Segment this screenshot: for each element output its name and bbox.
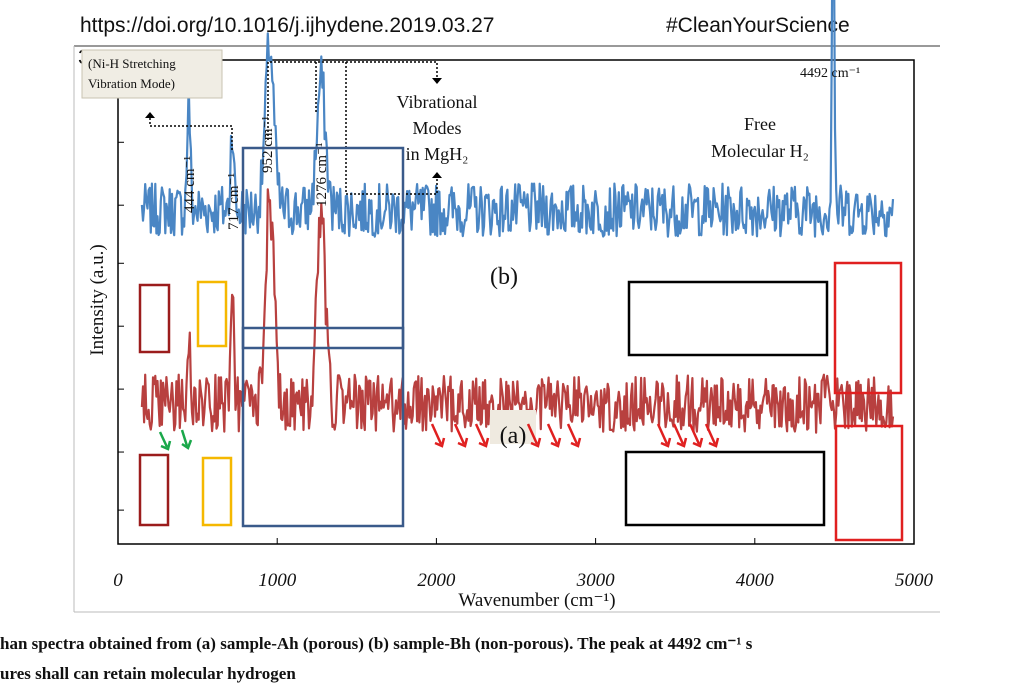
- green-arrow-1: [158, 431, 169, 448]
- dotted-connectors: [149, 61, 438, 195]
- red-arrow: [566, 423, 579, 445]
- x-ticks: 0 1000 2000 3000 4000 5000: [113, 141, 934, 591]
- box-blue-a: [241, 326, 405, 528]
- series-label-a: (a): [500, 423, 527, 449]
- nih-label-box: [81, 49, 223, 99]
- red-arrow: [704, 423, 717, 445]
- red-arrow: [672, 423, 685, 445]
- red-arrow-head: [570, 437, 582, 448]
- peak-label-4492: 4492 cm⁻¹: [800, 66, 860, 81]
- peak-label-444: 444 cm⁻¹: [182, 156, 198, 213]
- box-orange-b: [196, 280, 228, 348]
- green-arrow-1-head: [160, 440, 172, 451]
- vib-connector-top: [267, 61, 438, 140]
- peak-label-1276: 1276 cm⁻¹: [314, 143, 330, 208]
- doi-text: https://doi.org/10.1016/j.ijhydene.2019.…: [80, 14, 495, 37]
- arrowhead-vib-bottom: [432, 172, 442, 178]
- x-tick-label: 3000: [576, 570, 616, 591]
- hashtag-text: #CleanYourScience: [666, 14, 850, 37]
- peak-label-952: 952 cm⁻¹: [260, 116, 276, 173]
- box-black-b: [627, 280, 829, 357]
- vib-label-line3: in MgH₂: [406, 144, 469, 164]
- box-darkred-b: [138, 283, 171, 354]
- box-blue-b: [241, 146, 405, 350]
- x-tick-label: 2000: [417, 570, 456, 591]
- plot-frame: [117, 59, 915, 545]
- red-arrow: [430, 423, 443, 445]
- x-axis-label: Wavenumber (cm⁻¹): [458, 590, 615, 611]
- red-arrow: [526, 423, 539, 445]
- red-arrow: [656, 423, 669, 445]
- x-tick-label: 1000: [258, 570, 297, 591]
- box-black-a: [624, 450, 826, 527]
- green-arrows: [158, 429, 193, 451]
- red-arrow-head: [434, 437, 446, 448]
- nih-label-line1: (Ni-H Stretching: [88, 56, 176, 71]
- box-orange-a: [201, 456, 233, 527]
- red-arrow-head: [530, 437, 542, 448]
- series-layer: [140, 0, 895, 434]
- box-red-a: [834, 424, 904, 542]
- nih-label-line2: Vibration Mode): [88, 76, 175, 91]
- nih-connector: [149, 118, 233, 150]
- red-arrow-head: [457, 437, 469, 448]
- figure-caption-line2: ures shall can retain molecular hydrogen: [0, 664, 296, 683]
- peak-label-717: 717 cm⁻¹: [226, 173, 242, 230]
- vib-connector-bottom: [345, 62, 438, 195]
- red-arrow: [688, 423, 701, 445]
- x-tick-label: 4000: [736, 570, 775, 591]
- highlight-boxes: [138, 146, 904, 542]
- free-h2-line1: Free: [744, 114, 776, 134]
- arrowhead-vib-top: [432, 78, 442, 84]
- red-arrow: [453, 423, 466, 445]
- green-arrow-2: [180, 429, 189, 447]
- vib-label-line2: Modes: [413, 118, 462, 138]
- red-arrow-head: [708, 437, 720, 448]
- red-arrow-head: [692, 437, 704, 448]
- arrowhead-nih: [145, 112, 155, 118]
- box-darkred-a: [138, 453, 170, 527]
- green-arrow-2-head: [181, 439, 193, 450]
- series-label-b: (b): [490, 264, 518, 290]
- y-axis-label: Intensity (a.u.): [87, 244, 108, 355]
- red-arrow-head: [676, 437, 688, 448]
- red-arrow: [546, 423, 559, 445]
- x-tick-label: 0: [113, 570, 123, 591]
- vib-label-line1: Vibrational: [397, 92, 478, 112]
- series-line-b: [140, 0, 895, 238]
- figure-caption: han spectra obtained from (a) sample-Ah …: [0, 634, 753, 653]
- box-red-b: [833, 261, 903, 395]
- red-arrows: [430, 423, 720, 448]
- red-arrow-head: [550, 437, 562, 448]
- red-arrow-head: [478, 437, 490, 448]
- red-arrow: [474, 423, 487, 445]
- x-tick-label: 5000: [895, 570, 934, 591]
- red-arrow-head: [660, 437, 672, 448]
- free-h2-line2: Molecular H₂: [711, 141, 809, 161]
- series-line-a: [140, 188, 895, 434]
